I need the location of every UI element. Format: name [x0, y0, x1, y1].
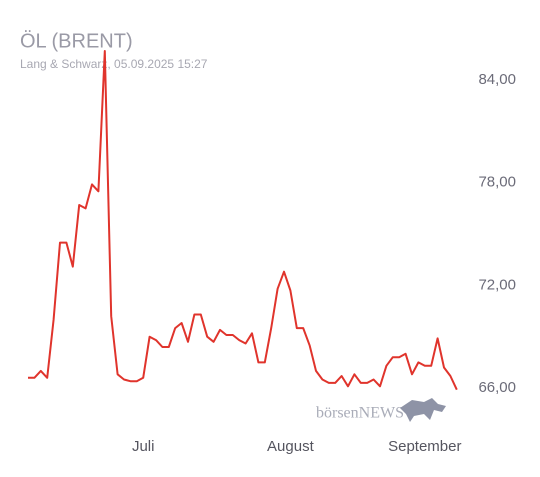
y-tick-label: 66,00 — [478, 379, 516, 396]
chart-title: ÖL (BRENT) — [20, 30, 133, 52]
x-tick-label: Juli — [132, 438, 155, 455]
y-tick-label: 84,00 — [478, 71, 516, 88]
x-tick-label: September — [388, 438, 461, 455]
watermark-bull — [400, 398, 446, 422]
chart-subtitle: Lang & Schwarz, 05.09.2025 15:27 — [20, 57, 208, 71]
watermark: börsenNEWS — [316, 398, 446, 422]
y-tick-label: 78,00 — [478, 174, 516, 191]
price-line — [28, 50, 458, 391]
y-tick-label: 72,00 — [478, 276, 516, 293]
x-tick-label: August — [267, 438, 315, 455]
watermark-text: börsenNEWS — [316, 405, 404, 422]
